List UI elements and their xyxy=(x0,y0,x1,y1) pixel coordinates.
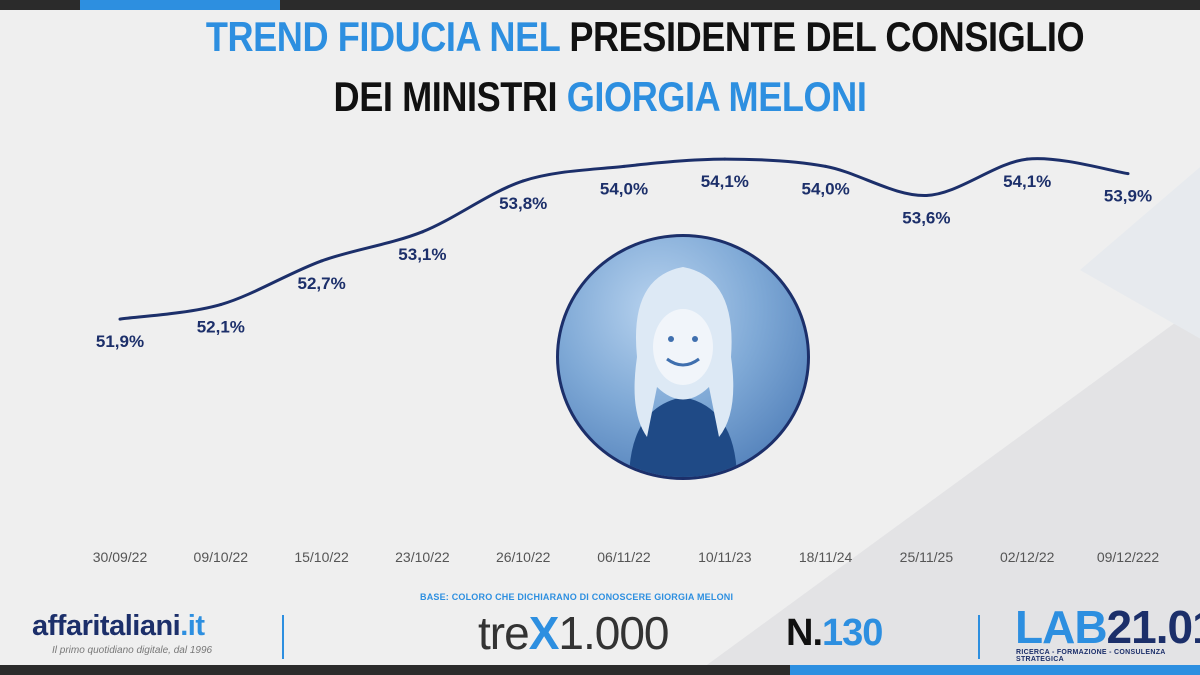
brand-tagline: Il primo quotidiano digitale, dal 1996 xyxy=(52,645,213,656)
lab-number: 21.01 xyxy=(1106,601,1200,653)
title-blue-part-2: GIORGIA MELONI xyxy=(566,73,867,120)
data-point-3 xyxy=(320,259,324,263)
category-label-1: 30/09/22 xyxy=(93,549,148,565)
data-label-9: 53,6% xyxy=(902,208,950,227)
data-point-8 xyxy=(824,164,828,168)
page-title-line-1: TREND FIDUCIA NEL PRESIDENTE DEL CONSIGL… xyxy=(129,12,1161,62)
data-label-4: 53,1% xyxy=(398,245,446,264)
title-black-part: PRESIDENTE DEL CONSIGLIO xyxy=(569,13,1085,60)
bottom-bar-accent xyxy=(790,665,1200,675)
data-label-6: 54,0% xyxy=(600,179,648,198)
data-label-1: 51,9% xyxy=(96,332,144,351)
brand-name: affaritaliani xyxy=(32,610,181,642)
data-point-1 xyxy=(118,317,122,321)
category-label-6: 06/11/22 xyxy=(597,549,651,565)
lab-subtitle: RICERCA - FORMAZIONE - CONSULENZA STRATE… xyxy=(1016,649,1166,663)
category-label-5: 26/10/22 xyxy=(496,549,551,565)
trex-x: X xyxy=(528,607,560,659)
trex-post: 1.000 xyxy=(558,607,669,659)
chart-value-labels: 51,9% 52,1% 52,7% 53,1% 53,8% 54,0% 54,1% 54,0%… xyxy=(96,172,1152,351)
top-bar-accent xyxy=(80,0,280,10)
chart-line-layer xyxy=(118,157,1130,321)
data-label-2: 52,1% xyxy=(197,318,245,337)
issue-number: N.130 xyxy=(786,612,883,655)
brand-tld: .it xyxy=(180,610,205,642)
lab-prefix: LAB xyxy=(1015,601,1108,653)
portrait-photo xyxy=(556,234,810,480)
bottom-bar xyxy=(0,665,1200,675)
top-bar xyxy=(0,0,1200,10)
affaritaliani-logo: affaritaliani.it xyxy=(32,610,205,643)
base-note: BASE: COLORO CHE DICHIARANO DI CONOSCERE… xyxy=(420,592,734,602)
data-point-4 xyxy=(420,230,424,234)
data-point-7 xyxy=(723,157,727,161)
title-blue-part: TREND FIDUCIA NEL xyxy=(205,13,560,60)
category-label-10: 02/12/22 xyxy=(1000,549,1055,565)
footer-separator-2 xyxy=(978,615,980,659)
footer-separator xyxy=(282,615,284,659)
category-label-11: 09/12/222 xyxy=(1097,549,1159,565)
category-label-4: 23/10/22 xyxy=(395,549,450,565)
chart-category-labels: 30/09/22 09/10/22 15/10/22 23/10/22 26/10/22… xyxy=(93,549,1160,565)
data-point-10 xyxy=(1025,157,1029,161)
data-point-5 xyxy=(521,179,525,183)
category-label-8: 18/11/24 xyxy=(799,549,853,565)
data-label-3: 52,7% xyxy=(297,274,345,293)
category-label-2: 09/10/22 xyxy=(194,549,249,565)
data-point-2 xyxy=(219,303,223,307)
category-label-3: 15/10/22 xyxy=(294,549,349,565)
data-label-8: 54,0% xyxy=(801,179,849,198)
page-title-line-2: DEI MINISTRI GIORGIA MELONI xyxy=(84,72,1116,122)
title-black-part-2: DEI MINISTRI xyxy=(333,73,558,120)
category-label-9: 25/11/25 xyxy=(900,549,954,565)
data-label-7: 54,1% xyxy=(701,172,749,191)
data-point-11 xyxy=(1126,172,1130,176)
category-label-7: 10/11/23 xyxy=(698,549,752,565)
data-label-5: 53,8% xyxy=(499,194,547,213)
data-point-6 xyxy=(622,164,626,168)
lab-logo: LAB21.01 xyxy=(1015,600,1200,654)
trex-pre: tre xyxy=(478,607,530,659)
data-label-11: 53,9% xyxy=(1104,187,1152,206)
issue-prefix: N. xyxy=(786,612,823,654)
trex-logo: treX1.000 xyxy=(478,606,670,660)
portrait-image xyxy=(629,267,737,477)
data-label-10: 54,1% xyxy=(1003,172,1051,191)
issue-value: 130 xyxy=(822,612,883,654)
data-point-9 xyxy=(924,193,928,197)
